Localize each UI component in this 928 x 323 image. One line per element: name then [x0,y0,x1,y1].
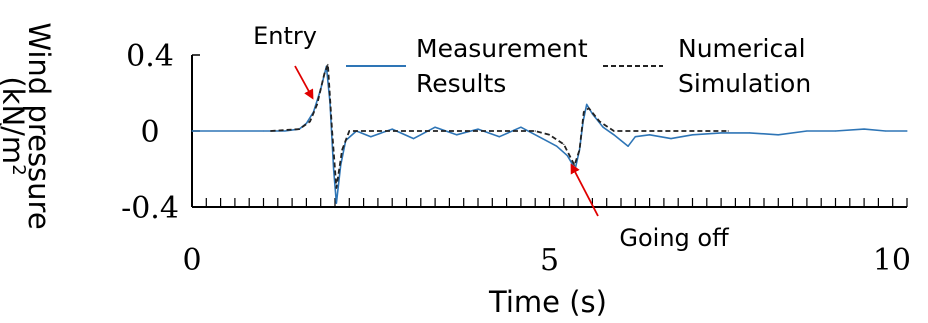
annotations: Entry Going off [253,22,729,252]
data-point [498,136,501,138]
data-point [574,168,576,170]
y-tick-label: -0.4 [121,191,179,226]
legend-label: Results [416,69,506,98]
data-point [670,138,672,140]
data-point [602,126,604,128]
x-tick-label: 10 [873,243,911,278]
data-point [391,128,393,130]
data-point [727,130,729,132]
data-point [834,130,837,132]
annotation-label: Going off [619,224,729,252]
data-point [777,134,779,136]
data-point [316,103,318,105]
axes: 0.40-0.40 5 10 [121,39,911,278]
data-point [335,202,338,204]
data-point [613,130,615,132]
data-point [298,128,300,130]
data-point [370,136,372,138]
data-point [566,155,568,157]
data-point [548,134,551,136]
data-point [884,130,887,132]
data-point [341,149,343,151]
axis-labels: Time (s) Wind pressure(kN/m2) [0,22,607,319]
y-axis-label: Wind pressure(kN/m2) [0,22,56,229]
data-point [649,134,651,136]
data-point [906,130,908,132]
data-point [627,145,629,147]
legend-label: Measurement [416,34,588,63]
series-numerical-simulation [270,63,729,189]
data-point [191,130,193,132]
series-layer [191,63,908,204]
legend-label: Numerical [678,34,806,63]
data-point [434,126,436,128]
data-point [305,122,307,124]
data-point [534,130,536,132]
data-point [477,128,479,130]
data-point [309,120,311,123]
data-point [563,143,565,145]
series-measurement-results [192,65,907,204]
data-point [262,130,265,132]
x-tick-label: 0 [182,243,201,278]
y-tick-label: 0.4 [126,39,174,74]
y-tick-label: 0 [140,115,159,150]
data-point [634,136,636,138]
data-point [620,139,622,142]
data-point [556,145,558,147]
x-axis-label: Time (s) [488,285,607,319]
data-point [332,168,335,170]
data-point [348,130,350,132]
x-tick-label: 5 [540,243,559,278]
data-point [720,132,722,134]
data-point [691,134,694,136]
data-point [586,103,588,105]
data-point [284,130,286,132]
annotation-arrow [570,163,599,217]
data-point [806,130,808,132]
data-point [541,138,543,140]
data-point [749,132,751,134]
data-point [583,111,585,113]
data-point [323,73,325,75]
data-point [613,134,615,136]
data-point [863,128,865,130]
data-point [455,134,458,136]
data-point [578,149,581,151]
data-point [573,164,576,166]
data-point [327,63,329,66]
data-point [598,120,601,123]
annotation-arrow [294,65,314,100]
legend-label: Simulation [678,69,811,98]
data-point [413,138,415,140]
data-point [588,107,590,109]
annotation-label: Entry [253,22,317,50]
data-point [520,126,522,128]
data-point [335,187,338,189]
legend: Measurement Results Numerical Simulation [346,34,811,98]
data-point [270,130,272,132]
data-point [331,130,333,132]
